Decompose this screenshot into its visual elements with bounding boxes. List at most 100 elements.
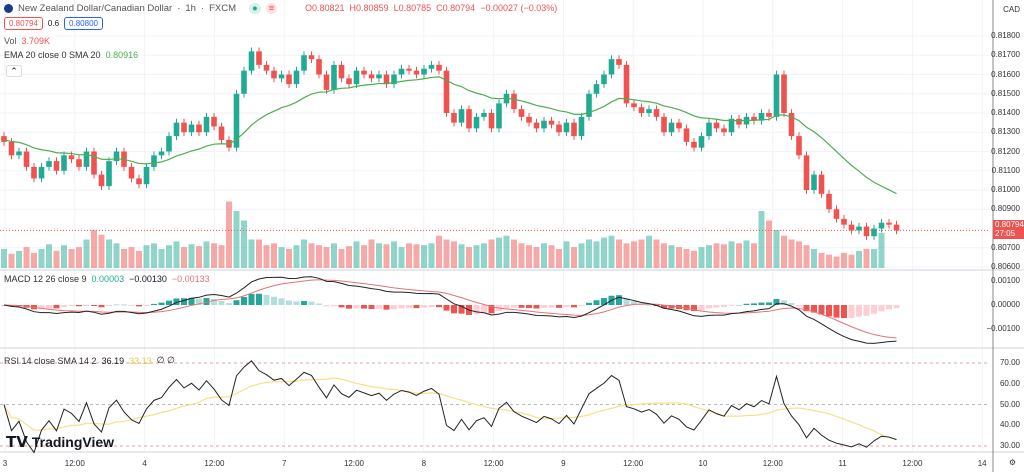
collapse-legend-button[interactable]: ⌃ bbox=[6, 65, 22, 77]
rsi-legend: RSI 14 close SMA 14 2 36.19 33.13 ∅ ∅ bbox=[4, 355, 175, 366]
menu-icon[interactable]: ≡ bbox=[265, 3, 278, 14]
candle-body bbox=[796, 136, 802, 156]
time-tick: 14 bbox=[977, 459, 987, 468]
settings-icon[interactable]: ⚙ bbox=[1008, 458, 1016, 467]
volume-bar bbox=[16, 250, 22, 268]
candle-body bbox=[181, 122, 187, 133]
macd-tick: 0.00000 bbox=[991, 300, 1020, 309]
macd-histogram-bar bbox=[181, 298, 187, 305]
candle-body bbox=[248, 51, 255, 71]
candle-body bbox=[848, 224, 855, 231]
volume-bar bbox=[308, 243, 315, 268]
volume-bar bbox=[691, 250, 697, 268]
volume-bar bbox=[158, 249, 165, 268]
macd-histogram-bar bbox=[766, 302, 772, 305]
candle-body bbox=[353, 70, 360, 85]
candle-body bbox=[61, 155, 67, 171]
candle-body bbox=[428, 64, 435, 69]
volume-legend: Vol 3.709K bbox=[4, 36, 51, 46]
macd-histogram-bar bbox=[698, 305, 705, 311]
volume-bar bbox=[548, 245, 555, 268]
candle-body bbox=[31, 166, 37, 179]
buy-button[interactable]: 0.80800 bbox=[64, 17, 103, 30]
candle-body bbox=[301, 55, 307, 71]
macd-histogram-bar bbox=[263, 294, 270, 305]
volume-bar bbox=[623, 243, 630, 268]
time-tick: 12:00 bbox=[762, 459, 783, 468]
candle-body bbox=[661, 116, 667, 133]
candle-body bbox=[233, 93, 240, 148]
volume-bar bbox=[211, 243, 217, 268]
candle-body bbox=[421, 68, 427, 75]
candle-body bbox=[481, 113, 487, 117]
candle-body bbox=[173, 122, 180, 137]
interval[interactable]: 1h bbox=[185, 3, 196, 14]
macd-tick: −0.00100 bbox=[986, 324, 1020, 333]
candle-body bbox=[136, 178, 142, 185]
volume-bar bbox=[391, 241, 397, 268]
time-tick: 12:00 bbox=[623, 459, 644, 468]
volume-bar bbox=[826, 254, 832, 268]
candle-body bbox=[788, 113, 795, 137]
candle-body bbox=[346, 78, 352, 85]
candle-body bbox=[511, 93, 517, 110]
macd-histogram-bar bbox=[61, 305, 67, 307]
volume-bar bbox=[841, 252, 847, 268]
symbol-name[interactable]: New Zealand Dollar/Canadian Dollar bbox=[18, 3, 173, 14]
macd-histogram-bar bbox=[406, 305, 412, 309]
macd-histogram-bar bbox=[196, 298, 202, 305]
volume-bar bbox=[541, 243, 547, 268]
macd-histogram-bar bbox=[428, 305, 435, 308]
currency-label[interactable]: CAD bbox=[1003, 5, 1020, 14]
candle-body bbox=[706, 122, 712, 137]
bid-ask: 0.80794 0.6 0.80800 bbox=[4, 17, 103, 30]
volume-bar bbox=[226, 201, 232, 268]
volume-bar bbox=[166, 245, 172, 268]
volume-bar bbox=[278, 247, 285, 268]
volume-bar bbox=[751, 243, 757, 268]
rsi-line bbox=[3, 360, 897, 454]
candle-body bbox=[338, 64, 345, 79]
candle-body bbox=[53, 161, 60, 171]
macd-histogram-bar bbox=[391, 305, 397, 310]
macd-histogram-bar bbox=[661, 305, 667, 309]
candle-body bbox=[593, 84, 600, 94]
macd-histogram-bar bbox=[548, 305, 555, 308]
time-tick: 3 bbox=[2, 459, 8, 468]
candle-body bbox=[751, 116, 757, 121]
macd-histogram-bar bbox=[586, 302, 592, 305]
candle-body bbox=[833, 209, 840, 219]
macd-histogram-bar bbox=[488, 305, 495, 314]
macd-histogram-bar bbox=[136, 305, 142, 307]
candle-body bbox=[616, 59, 622, 65]
macd-histogram-bar bbox=[811, 305, 817, 313]
candle-body bbox=[668, 122, 675, 133]
macd-histogram-bar bbox=[158, 302, 165, 305]
candle-body bbox=[383, 74, 390, 85]
price-tick: 0.80700 bbox=[991, 242, 1020, 252]
price-tick: 0.81200 bbox=[991, 146, 1020, 156]
volume-bar bbox=[721, 244, 727, 268]
sell-button[interactable]: 0.80794 bbox=[4, 17, 43, 30]
macd-histogram-bar bbox=[286, 300, 292, 305]
candle-body bbox=[533, 122, 540, 129]
volume-bar bbox=[736, 243, 742, 268]
tradingview-logo[interactable]: 𝗧𝗩 TradingView bbox=[6, 434, 115, 451]
macd-histogram-bar bbox=[436, 305, 442, 308]
candle-body bbox=[106, 161, 112, 187]
time-tick: 12:00 bbox=[902, 459, 923, 468]
candle-body bbox=[406, 68, 412, 71]
candle-body bbox=[766, 113, 772, 117]
macd-histogram-bar bbox=[736, 304, 742, 306]
candle-body bbox=[398, 68, 405, 75]
macd-histogram-bar bbox=[751, 303, 757, 305]
candle-body bbox=[323, 74, 330, 90]
volume-bar bbox=[376, 243, 382, 268]
spread: 0.6 bbox=[47, 19, 60, 28]
macd-histogram-bar bbox=[533, 305, 540, 309]
candle-body bbox=[608, 59, 615, 75]
candle-body bbox=[728, 118, 735, 133]
volume-bar bbox=[578, 243, 585, 268]
candle-body bbox=[803, 155, 810, 190]
